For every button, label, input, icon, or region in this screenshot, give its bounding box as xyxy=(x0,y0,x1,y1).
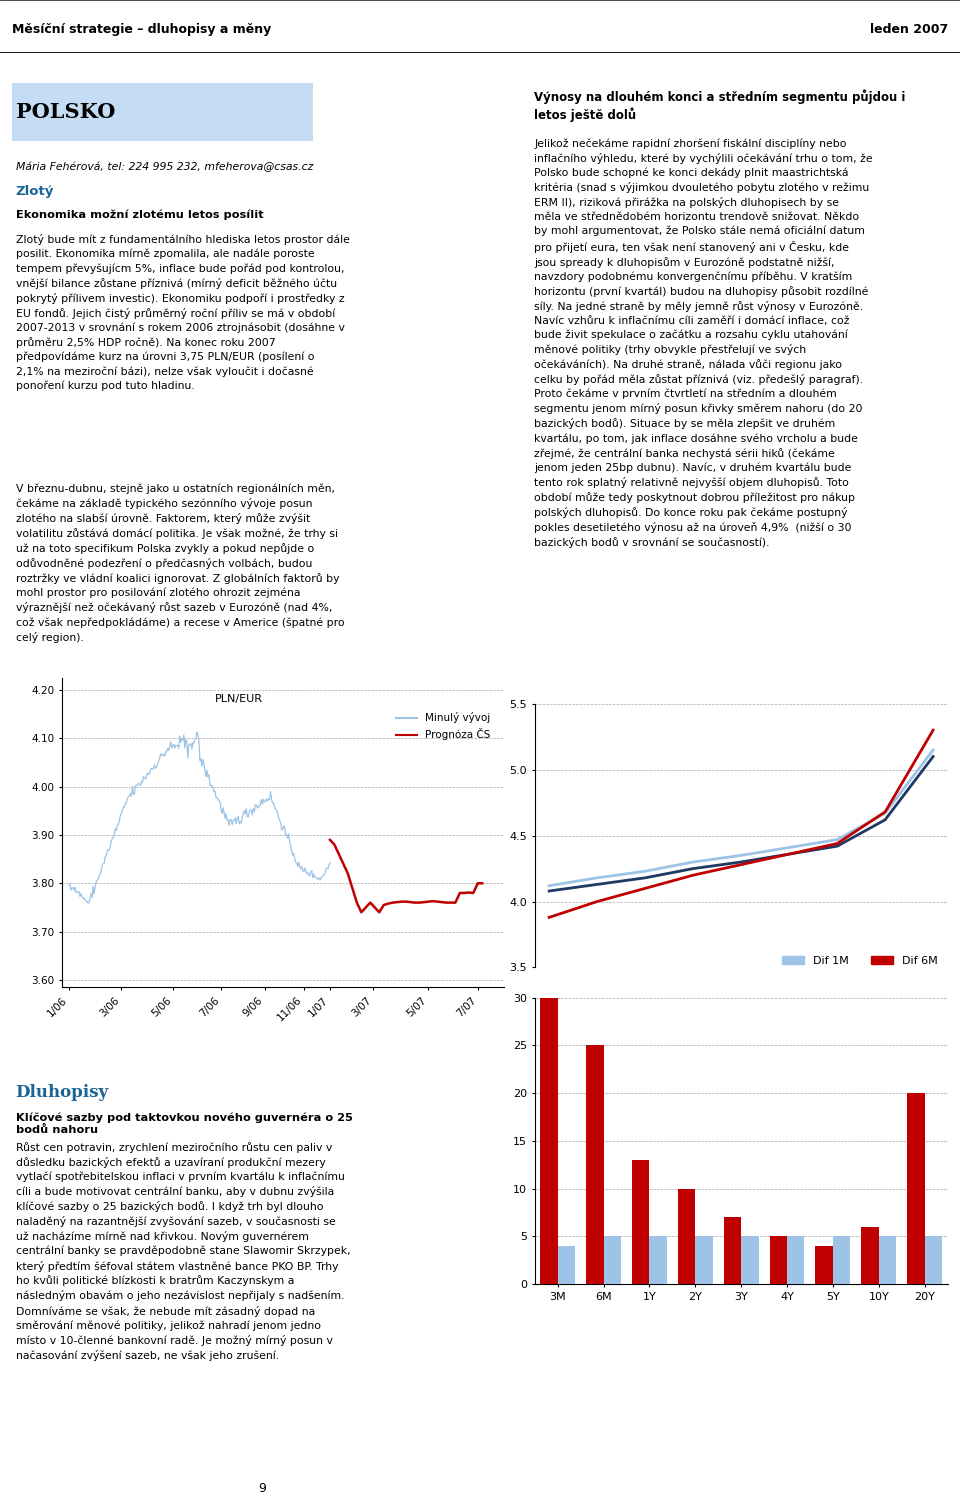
Bar xyxy=(587,1046,604,1284)
Bar xyxy=(558,1246,575,1284)
Bar xyxy=(770,1236,787,1284)
Bar xyxy=(678,1189,695,1284)
Bar xyxy=(695,1236,712,1284)
Bar xyxy=(815,1246,833,1284)
Bar xyxy=(907,1093,924,1284)
Text: Mária Fehérová, tel: 224 995 232, mfeherova@csas.cz: Mária Fehérová, tel: 224 995 232, mfeher… xyxy=(15,161,313,172)
Text: Ekonomika možní zlotému letos posílit: Ekonomika možní zlotému letos posílit xyxy=(15,209,263,220)
Text: POLSKO: POLSKO xyxy=(15,102,115,122)
Bar xyxy=(724,1218,741,1284)
Bar xyxy=(787,1236,804,1284)
Text: Dluhopisy: Dluhopisy xyxy=(15,1084,108,1100)
Text: leden 2007: leden 2007 xyxy=(870,23,948,36)
Text: Výnosy na dlouhém konci a středním segmentu půjdou i
letos ještě dolů: Výnosy na dlouhém konci a středním segme… xyxy=(534,89,905,122)
FancyBboxPatch shape xyxy=(12,83,313,142)
Text: Zlotý bude mít z fundamentálního hlediska letos prostor dále
posilit. Ekonomika : Zlotý bude mít z fundamentálního hledisk… xyxy=(15,234,349,392)
Text: Měsíční strategie – dluhopisy a měny: Měsíční strategie – dluhopisy a měny xyxy=(12,23,271,36)
Bar xyxy=(604,1236,621,1284)
Legend: Dif 1M, Dif 6M: Dif 1M, Dif 6M xyxy=(778,951,942,971)
Bar xyxy=(833,1236,851,1284)
Text: Jelikož nečekáme rapidní zhoršení fiskální disciplíny nebo
inflačního výhledu, k: Jelikož nečekáme rapidní zhoršení fiskál… xyxy=(534,139,873,549)
Legend: Minulý vývoj, Prognóza ČS: Minulý vývoj, Prognóza ČS xyxy=(392,708,494,744)
Bar xyxy=(878,1236,896,1284)
Bar xyxy=(861,1227,878,1284)
Bar xyxy=(924,1236,942,1284)
Legend: 2.1.2007, + 1M, + 6M: 2.1.2007, + 1M, + 6M xyxy=(613,1017,869,1035)
Text: Zlotý: Zlotý xyxy=(15,185,54,197)
Bar xyxy=(741,1236,758,1284)
Text: Růst cen potravin, zrychlení meziročního růstu cen paliv v
důsledku bazických ef: Růst cen potravin, zrychlení meziročního… xyxy=(15,1142,350,1361)
Text: Klíčové sazby pod taktovkou nového guvernéra o 25
bodů nahoru: Klíčové sazby pod taktovkou nového guver… xyxy=(15,1112,352,1135)
Text: V březnu-dubnu, stejně jako u ostatních regionálních měn,
čekáme na základě typi: V březnu-dubnu, stejně jako u ostatních … xyxy=(15,484,345,642)
Bar xyxy=(632,1160,649,1284)
Text: 9: 9 xyxy=(258,1483,267,1495)
Bar xyxy=(540,998,558,1284)
Text: PLN/EUR: PLN/EUR xyxy=(215,693,263,704)
Bar xyxy=(649,1236,667,1284)
